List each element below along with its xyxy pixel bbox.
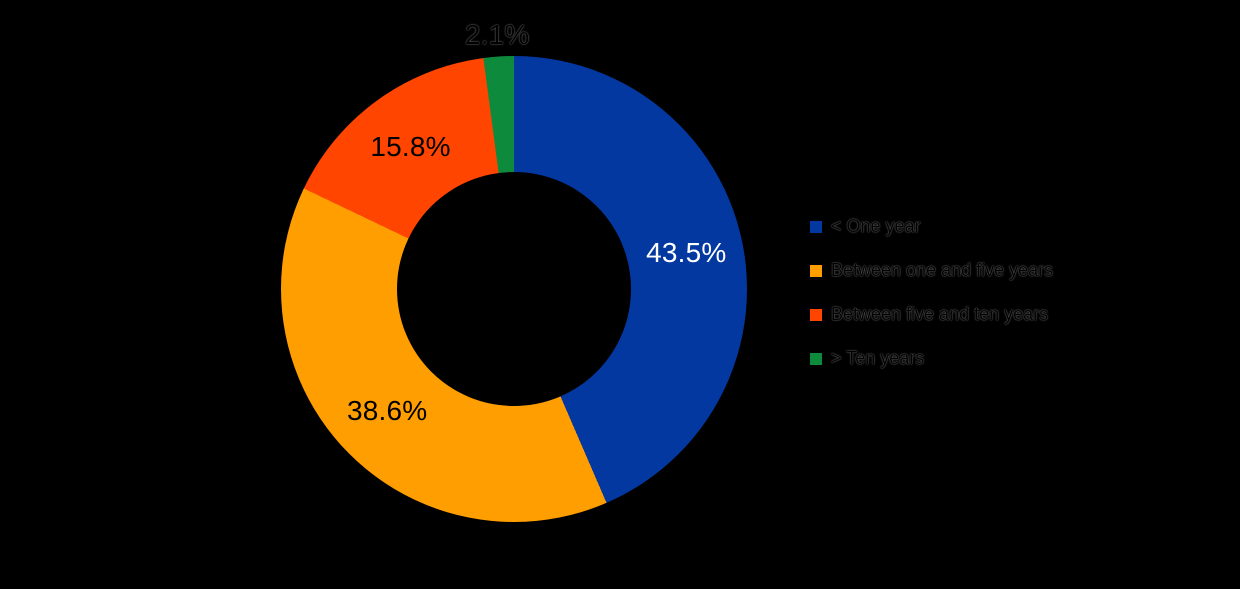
legend-item: < One year: [810, 217, 1053, 236]
legend-item: Between five and ten years: [810, 305, 1053, 324]
legend-label: Between five and ten years: [831, 304, 1049, 324]
legend-swatch: [810, 308, 822, 321]
legend-label: Between one and five years: [831, 260, 1054, 280]
legend: < One year Between one and five years Betw…: [810, 217, 1053, 393]
legend-label: < One year: [831, 216, 921, 236]
legend-item: > Ten years: [810, 349, 1053, 368]
legend-swatch: [810, 220, 822, 233]
slice-label: 43.5%: [646, 237, 727, 269]
slice-label: 15.8%: [370, 130, 451, 162]
donut-hole: [397, 172, 631, 406]
slice-label: 2.1%: [464, 18, 530, 50]
legend-label: > Ten years: [831, 348, 925, 368]
legend-swatch: [810, 264, 822, 277]
slice-label: 38.6%: [347, 395, 428, 427]
legend-item: Between one and five years: [810, 261, 1053, 280]
legend-swatch: [810, 352, 822, 365]
